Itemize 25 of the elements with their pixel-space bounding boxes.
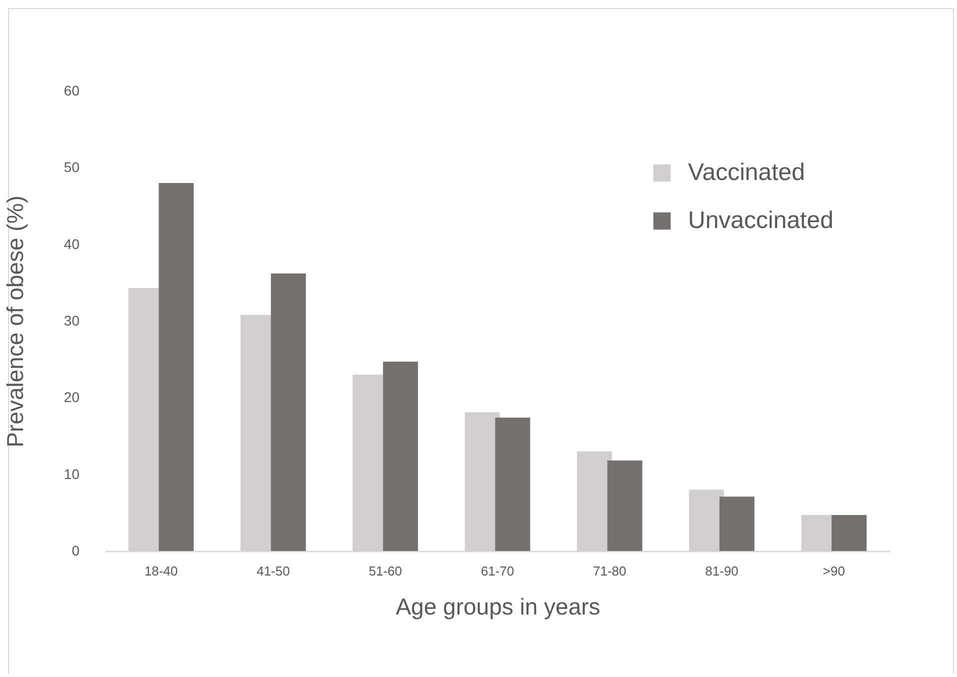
x-tick-label: 51-60 [368,564,402,578]
x-tick-label: 18-40 [144,564,178,578]
bar [607,460,642,551]
x-axis-title: Age groups in years [396,594,600,620]
y-axis-title: Prevalence of obese (%) [2,196,28,448]
bar [383,362,418,551]
legend-label: Unvaccinated [688,207,834,234]
legend-label: Vaccinated [688,159,805,186]
y-tick-label: 30 [64,312,80,328]
x-tick-label: 71-80 [593,564,626,578]
bar [270,273,306,551]
y-tick-label: 20 [64,389,80,406]
x-tick-label: 41-50 [256,564,290,578]
x-tick-label: >90 [822,564,845,578]
bar [495,418,530,551]
y-tick-label: 60 [64,82,80,98]
x-tick-label: 61-70 [480,564,514,578]
bar [158,183,194,551]
y-tick-label: 0 [72,542,80,558]
bar [832,514,867,551]
y-tick-label: 10 [64,466,80,482]
y-tick-label: 50 [64,159,80,176]
x-tick-label: 81-90 [705,564,738,578]
y-tick-label: 40 [64,236,80,252]
bar [719,496,754,551]
